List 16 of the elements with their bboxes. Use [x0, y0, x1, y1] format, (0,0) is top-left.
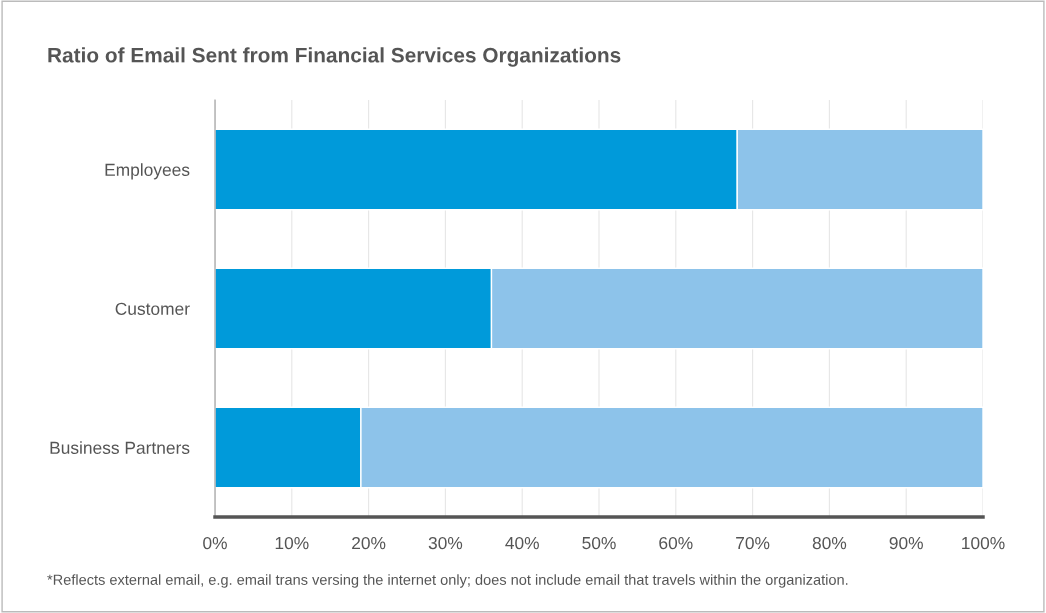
y-tick-label: Customer: [115, 302, 190, 315]
x-tick-label: 10%: [275, 536, 309, 550]
x-tick-label: 40%: [505, 536, 539, 550]
x-tick-label: 80%: [812, 536, 847, 550]
x-tick-label: 70%: [736, 536, 770, 550]
chart-title: Ratio of Email Sent from Financial Services Organizations: [48, 47, 621, 67]
y-tick-label: Business Partners: [50, 441, 190, 454]
x-tick-label: 100%: [962, 536, 1005, 550]
x-tick-label: 0%: [203, 536, 227, 550]
x-tick-label: 90%: [889, 536, 923, 550]
x-tick-label: 60%: [659, 536, 693, 550]
y-tick-label: Employees: [105, 163, 190, 180]
x-tick-label: 30%: [428, 536, 463, 550]
x-tick-label: 20%: [352, 536, 386, 550]
x-tick-label: 50%: [582, 536, 616, 550]
text: *Reflects external email, e.g. email trans versing the internet only; does not include email that travels within the organization.: [47, 574, 848, 588]
